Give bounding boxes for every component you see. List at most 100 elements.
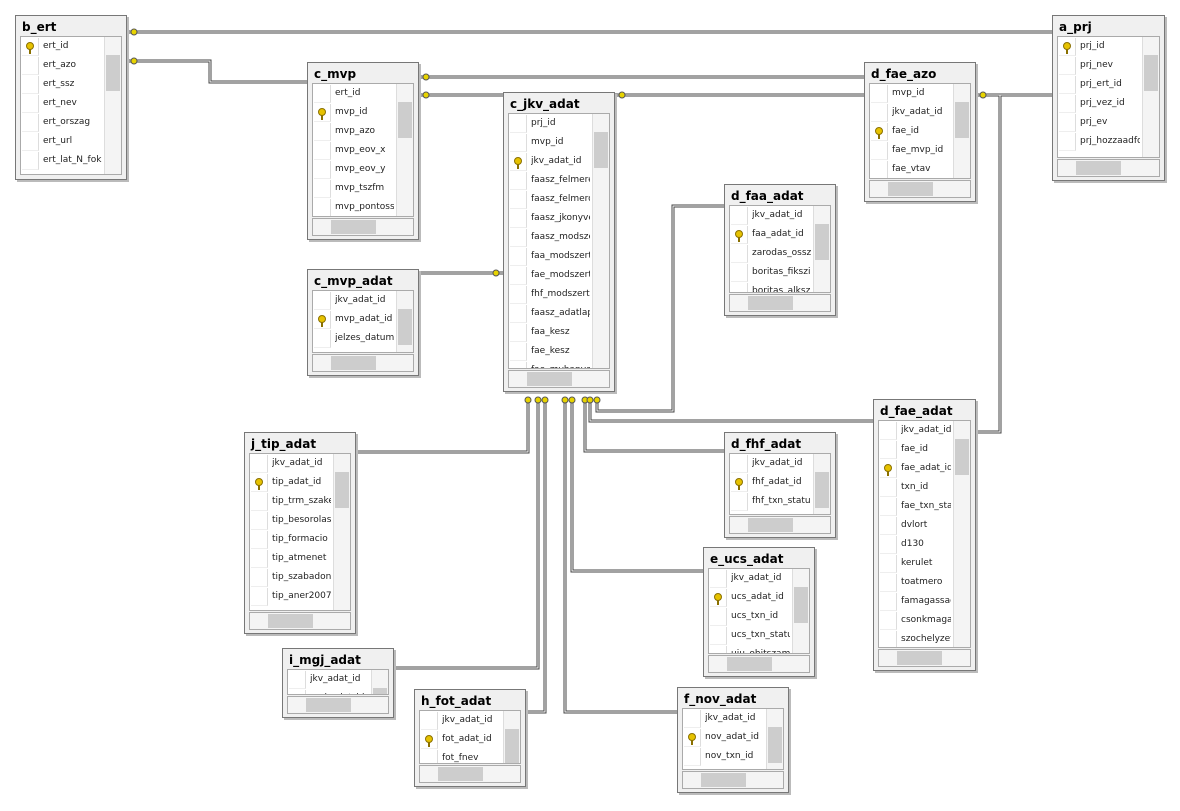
horizontal-scrollbar	[729, 294, 831, 312]
vertical-scrollbar	[592, 114, 609, 368]
rows: jkv_adat_id ucs_adat_id ucs_txn_id ucs_txn_…	[709, 569, 792, 654]
column-row: fae_txn_status	[879, 497, 953, 516]
column-row: tip_besorolasdat	[250, 511, 333, 530]
row-selector	[510, 191, 527, 209]
table-name: i_mgj_adat	[289, 653, 361, 667]
column-list: mvp_id jkv_adat_id fae_id fae_mvp_id fae_vta…	[869, 83, 971, 179]
column-row: jkv_adat_id	[509, 152, 592, 171]
scroll-thumb	[505, 729, 519, 763]
column-name: uju_ohitszam	[731, 649, 790, 654]
column-row: d130	[879, 535, 953, 554]
table-name: a_prj	[1059, 20, 1092, 34]
column-row: prj_id	[1058, 37, 1142, 56]
rows: jkv_adat_id faa_adat_id zarodas_ossz borita…	[730, 206, 813, 293]
column-row: mvp_id	[870, 84, 953, 103]
column-row: mvp_azo	[313, 122, 396, 141]
horizontal-scrollbar	[682, 771, 784, 789]
row-selector	[421, 750, 438, 763]
primary-key-icon	[735, 478, 743, 490]
column-row: faasz_modszerta	[509, 228, 592, 247]
row-selector	[1059, 57, 1076, 75]
row-selector	[731, 474, 748, 492]
row-selector	[22, 152, 39, 170]
column-name: mvp_tszfm	[335, 183, 385, 193]
column-row: mvp_tszfm	[313, 179, 396, 198]
table-box: i_mgj_adat jkv_adat_id mgj_adat_id	[282, 648, 394, 718]
scroll-thumb	[815, 472, 829, 508]
column-list: jkv_adat_id fot_adat_id fot_fnev	[419, 710, 521, 764]
primary-key-icon	[714, 593, 722, 605]
vertical-scrollbar	[104, 37, 121, 174]
column-name: ert_url	[43, 136, 73, 146]
column-row: prj_id	[509, 114, 592, 133]
horizontal-scrollbar	[312, 218, 414, 236]
row-selector	[871, 161, 888, 178]
row-selector	[289, 690, 306, 694]
column-row: fhf_modszertan_	[509, 285, 592, 304]
vertical-scrollbar	[813, 454, 830, 514]
scroll-thumb	[955, 102, 969, 138]
column-name: boritas_alkszint	[752, 286, 811, 293]
column-name: jkv_adat_id	[892, 107, 943, 117]
table-box: d_fae_azo mvp_id jkv_adat_id fae_id fae_mvp_…	[864, 62, 976, 202]
row-selector	[510, 172, 527, 190]
column-row: fot_adat_id	[420, 730, 503, 749]
column-name: mvp_azo	[335, 126, 376, 136]
scroll-thumb	[527, 372, 572, 386]
column-row: zarodas_ossz	[730, 244, 813, 263]
column-row: famagassag	[879, 592, 953, 611]
column-name: faasz_jkonyvezo	[531, 213, 590, 223]
scroll-thumb	[331, 356, 376, 370]
row-selector	[510, 115, 527, 133]
vertical-scrollbar	[396, 291, 413, 352]
horizontal-scrollbar	[249, 612, 351, 630]
primary-key-icon	[688, 733, 696, 745]
column-row: faasz_jkonyvezo	[509, 209, 592, 228]
row-selector	[22, 114, 39, 132]
table-box: j_tip_adat jkv_adat_id tip_adat_id tip_trm_…	[244, 432, 356, 634]
column-row: faa_adat_id	[730, 225, 813, 244]
row-selector	[684, 710, 701, 728]
column-list: jkv_adat_id ucs_adat_id ucs_txn_id ucs_txn_…	[708, 568, 810, 654]
row-selector	[314, 123, 331, 141]
column-name: ucs_txn_id	[731, 611, 779, 621]
horizontal-scrollbar	[708, 655, 810, 673]
table-box: c_mvp ert_id mvp_id mvp_azo mvp_eov_x mvp_eov…	[307, 62, 419, 240]
vertical-scrollbar	[766, 709, 783, 769]
column-row: ert_ssz	[21, 75, 104, 94]
vertical-scrollbar	[953, 84, 970, 178]
column-row: prj_ev	[1058, 113, 1142, 132]
column-name: jkv_adat_id	[705, 713, 756, 723]
table-box: c_jkv_adat prj_id mvp_id jkv_adat_id faasz_f…	[503, 92, 615, 392]
column-name: fot_fnev	[442, 753, 479, 763]
column-row: prj_vez_id	[1058, 94, 1142, 113]
scroll-thumb	[373, 688, 387, 694]
table-name: e_ucs_adat	[710, 552, 784, 566]
row-selector	[22, 57, 39, 75]
column-row: tip_adat_id	[250, 473, 333, 492]
horizontal-scrollbar	[312, 354, 414, 372]
column-row: toatmero	[879, 573, 953, 592]
column-row: ert_id	[313, 84, 396, 103]
column-name: fae_kesz	[531, 346, 570, 356]
rows: mvp_id jkv_adat_id fae_id fae_mvp_id fae_vta…	[870, 84, 953, 178]
table-box: b_ert ert_id ert_azo ert_ssz ert_nev ert_orsz…	[15, 15, 127, 180]
column-name: ucs_txn_status_i	[731, 630, 790, 640]
column-name: ert_azo	[43, 60, 77, 70]
column-name: mvp_id	[531, 137, 564, 147]
column-name: prj_id	[531, 118, 556, 128]
column-row: faasz_felmeresd	[509, 171, 592, 190]
rows: jkv_adat_id mgj_adat_id	[288, 670, 371, 694]
column-row: nov_txn_id	[683, 747, 766, 766]
row-selector	[880, 517, 897, 535]
row-selector	[1059, 76, 1076, 94]
rows: jkv_adat_id mvp_adat_id jelzes_datum	[313, 291, 396, 348]
column-row: prj_nev	[1058, 56, 1142, 75]
column-row: faa_kesz	[509, 323, 592, 342]
column-row: prj_hozzaadfok	[1058, 132, 1142, 151]
scroll-thumb	[335, 472, 349, 508]
column-name: jkv_adat_id	[310, 674, 361, 684]
column-name: fae_mybanyad	[531, 361, 590, 368]
column-name: faasz_felmero_id	[531, 194, 590, 204]
column-name: faa_modszertan	[531, 251, 590, 261]
